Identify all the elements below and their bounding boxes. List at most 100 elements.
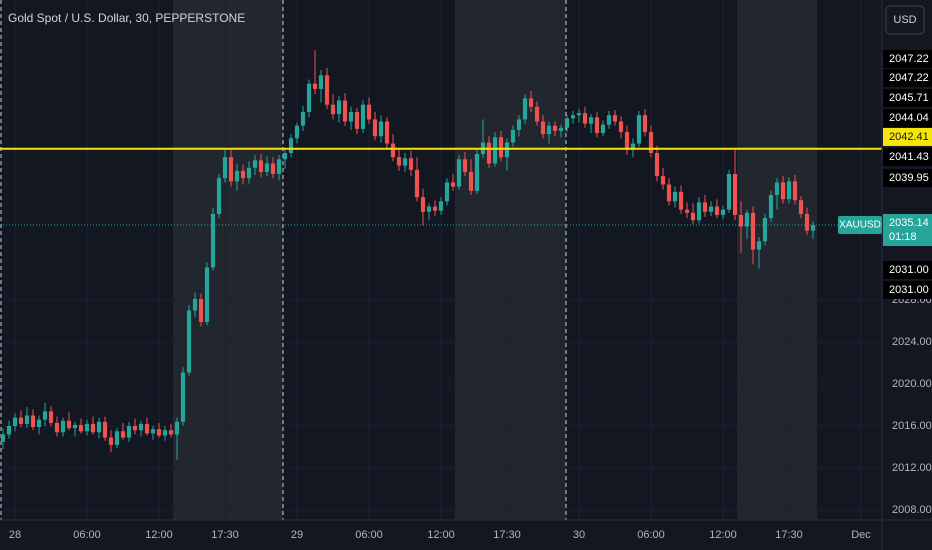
candle-body <box>450 182 456 187</box>
candle-body <box>72 424 78 429</box>
candle-body <box>54 422 60 433</box>
candle-body <box>522 98 528 120</box>
price-tag <box>883 69 932 87</box>
candle-body <box>312 83 318 89</box>
candle-body <box>276 159 282 174</box>
price-tag-label: 2031.00 <box>889 284 929 296</box>
candle-body <box>738 214 744 227</box>
candle-body <box>246 167 252 179</box>
candle-body <box>474 154 480 191</box>
candle-body <box>732 173 738 215</box>
candle-body <box>702 202 708 212</box>
candle-body <box>102 421 108 438</box>
current-price-label: 2035.14 <box>889 217 929 229</box>
candle-body <box>150 429 156 434</box>
y-tick-label: 2012.00 <box>892 462 932 474</box>
candle-body <box>540 121 546 135</box>
candle-body <box>714 206 720 215</box>
candle-body <box>78 424 84 432</box>
candle-body <box>258 160 264 172</box>
currency-button[interactable] <box>885 5 925 35</box>
candle-body <box>30 415 36 428</box>
candle-body <box>564 118 570 128</box>
candle-body <box>6 426 12 435</box>
candle-body <box>438 201 444 211</box>
candle-body <box>222 157 228 179</box>
candle-body <box>690 212 696 221</box>
candle-body <box>228 157 234 182</box>
x-tick-label: 17:30 <box>211 529 239 541</box>
x-tick-label: 06:00 <box>355 529 383 541</box>
candle-body <box>252 160 258 168</box>
x-tick-label: 30 <box>573 529 585 541</box>
candle-body <box>780 182 786 200</box>
price-tags: XAUUSD 2035.14 01:18 2047.22 2047.22 2045.71 2… <box>838 50 932 299</box>
candle-body <box>504 142 510 158</box>
candle-body <box>396 157 402 166</box>
candle-body <box>420 197 426 212</box>
y-tick-label: 2008.00 <box>892 504 932 516</box>
candle-body <box>132 426 138 431</box>
candle-body <box>786 181 792 200</box>
session-band <box>737 0 817 520</box>
x-tick-label: 12:00 <box>145 529 173 541</box>
candle-body <box>570 115 576 119</box>
candle-body <box>216 178 222 214</box>
candle-body <box>162 430 168 436</box>
session-band <box>455 0 566 520</box>
x-tick-label: 06:00 <box>637 529 665 541</box>
candle-body <box>426 206 432 212</box>
symbol-tag <box>838 216 882 235</box>
candle-body <box>582 113 588 124</box>
candle-body <box>654 152 660 177</box>
candle-body <box>234 170 240 182</box>
candle-body <box>744 212 750 227</box>
session-band <box>173 0 283 520</box>
candle-body <box>318 75 324 89</box>
candle-body <box>60 420 66 433</box>
candle-body <box>240 170 246 179</box>
candle-body <box>336 100 342 115</box>
y-tick-label: 2020.00 <box>892 378 932 390</box>
candle-body <box>594 117 600 134</box>
candle-body <box>114 431 120 445</box>
countdown-label: 01:18 <box>889 231 917 243</box>
y-tick-label: 2016.00 <box>892 420 932 432</box>
candle-body <box>756 241 762 250</box>
price-lines <box>0 147 882 226</box>
price-tag <box>883 148 932 166</box>
candle-body <box>552 125 558 131</box>
candle-body <box>192 298 198 311</box>
candle-body <box>36 419 42 428</box>
candle-body <box>810 225 816 231</box>
candle-body <box>306 83 312 113</box>
candle-body <box>186 310 192 373</box>
y-tick-label: 2024.00 <box>892 336 932 348</box>
current-price-tag <box>883 214 932 247</box>
candle-body <box>324 75 330 105</box>
candle-body <box>624 131 630 150</box>
candle-body <box>684 209 690 213</box>
candle-body <box>372 119 378 137</box>
candle-body <box>360 104 366 129</box>
candle-body <box>498 137 504 158</box>
price-tag-label: 2047.22 <box>889 72 929 84</box>
x-tick-label: 28 <box>9 529 21 541</box>
candle-body <box>750 212 756 250</box>
candle-body <box>696 202 702 221</box>
price-tag <box>883 50 932 68</box>
currency-label[interactable]: USD <box>893 14 916 26</box>
candle-body <box>456 159 462 187</box>
candle-body <box>462 159 468 172</box>
candle-body <box>444 182 450 202</box>
candle-body <box>558 127 564 131</box>
candle-body <box>294 125 300 139</box>
price-tag <box>883 281 932 299</box>
price-tag-label: 2031.00 <box>889 264 929 276</box>
price-tag <box>883 169 932 187</box>
candle-body <box>84 423 90 432</box>
candle-body <box>612 115 618 122</box>
candle-body <box>180 372 186 422</box>
price-tag-label: 2047.22 <box>889 53 929 65</box>
